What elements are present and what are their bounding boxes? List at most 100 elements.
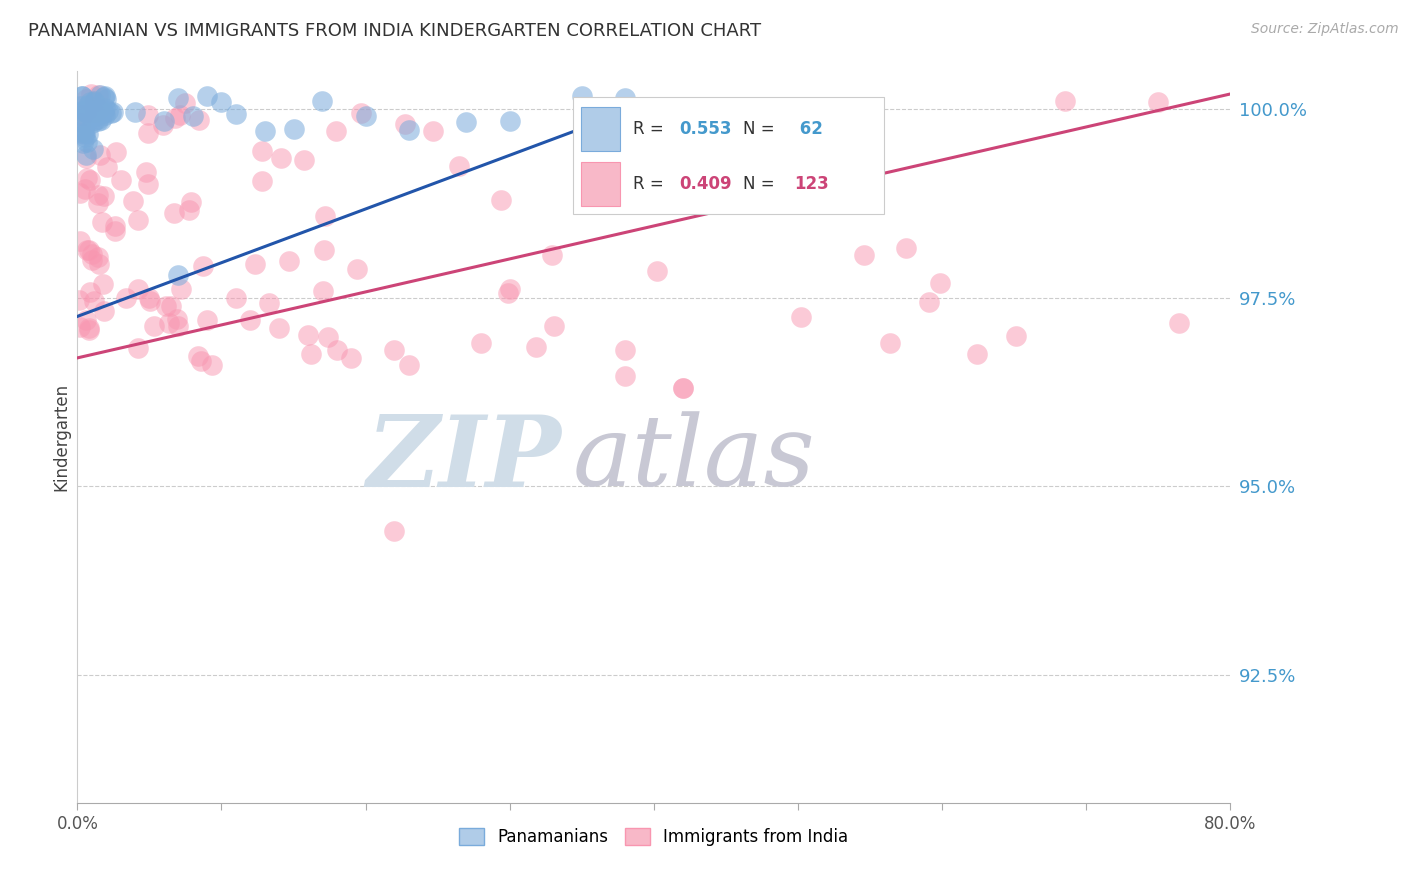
Point bbox=[138, 177, 160, 191]
Point bbox=[142, 318, 165, 333]
Point bbox=[398, 122, 420, 136]
FancyBboxPatch shape bbox=[574, 97, 884, 214]
Point bbox=[91, 277, 114, 292]
Point bbox=[174, 96, 197, 111]
Point bbox=[398, 359, 420, 373]
Point bbox=[80, 116, 103, 130]
Point bbox=[104, 219, 127, 233]
Point bbox=[499, 282, 522, 296]
Y-axis label: Kindergarten: Kindergarten bbox=[52, 383, 70, 491]
Text: N =: N = bbox=[742, 120, 779, 138]
Point bbox=[543, 319, 565, 334]
Point bbox=[76, 170, 98, 185]
Point bbox=[170, 282, 193, 296]
Point bbox=[70, 88, 93, 103]
Point bbox=[89, 87, 111, 102]
Point bbox=[201, 358, 224, 372]
Point bbox=[73, 128, 96, 142]
Point bbox=[929, 276, 952, 290]
Point bbox=[83, 94, 105, 108]
Point bbox=[153, 114, 174, 128]
Point bbox=[135, 165, 157, 179]
Point bbox=[83, 293, 105, 308]
Point bbox=[225, 291, 247, 305]
Point bbox=[83, 110, 105, 124]
Point bbox=[79, 285, 101, 300]
Point bbox=[449, 159, 471, 173]
Point bbox=[70, 116, 93, 130]
Point bbox=[69, 186, 91, 200]
Point bbox=[297, 328, 319, 343]
Point bbox=[167, 318, 190, 333]
Text: R =: R = bbox=[633, 120, 669, 138]
Point bbox=[79, 108, 101, 122]
Point bbox=[138, 126, 160, 140]
Point bbox=[1147, 95, 1170, 109]
Point bbox=[69, 99, 91, 113]
Point bbox=[250, 144, 273, 158]
Text: atlas: atlas bbox=[574, 411, 815, 507]
Point bbox=[104, 224, 127, 238]
Point bbox=[72, 116, 94, 130]
Point bbox=[84, 94, 107, 108]
Point bbox=[496, 286, 519, 301]
Point bbox=[79, 106, 101, 120]
Point bbox=[314, 209, 336, 223]
Point bbox=[79, 243, 101, 257]
Point bbox=[136, 108, 159, 122]
Point bbox=[167, 90, 190, 104]
Point bbox=[1005, 329, 1028, 343]
Point bbox=[83, 95, 105, 109]
Point bbox=[93, 105, 115, 120]
Text: 123: 123 bbox=[794, 175, 830, 193]
Point bbox=[100, 106, 122, 120]
Point bbox=[312, 284, 335, 298]
Point bbox=[84, 105, 107, 120]
Point bbox=[499, 114, 522, 128]
Point bbox=[243, 258, 266, 272]
Point bbox=[645, 264, 668, 278]
Point bbox=[382, 524, 406, 539]
Point bbox=[169, 108, 191, 122]
Point bbox=[259, 296, 281, 310]
Point bbox=[489, 193, 512, 207]
Point bbox=[80, 252, 103, 267]
Point bbox=[75, 312, 97, 326]
Point bbox=[79, 173, 101, 187]
Point bbox=[89, 102, 111, 116]
Point bbox=[138, 291, 160, 305]
Point bbox=[672, 381, 695, 395]
Point bbox=[87, 188, 110, 202]
Point bbox=[80, 87, 103, 102]
Point bbox=[157, 317, 180, 331]
Point bbox=[311, 94, 333, 108]
Text: N =: N = bbox=[742, 175, 779, 193]
Point bbox=[96, 160, 118, 174]
Point bbox=[382, 343, 406, 358]
Point bbox=[211, 95, 233, 109]
Point bbox=[87, 88, 110, 103]
Point bbox=[299, 347, 322, 361]
Point bbox=[72, 88, 94, 103]
Point bbox=[76, 243, 98, 257]
Point bbox=[879, 335, 901, 350]
Point bbox=[270, 151, 292, 165]
Point bbox=[87, 114, 110, 128]
Point bbox=[75, 152, 97, 166]
Point bbox=[69, 114, 91, 128]
Point bbox=[93, 188, 115, 202]
Point bbox=[80, 109, 103, 123]
FancyBboxPatch shape bbox=[581, 162, 620, 206]
Point bbox=[894, 241, 917, 255]
Point bbox=[672, 381, 695, 395]
Point bbox=[346, 261, 368, 276]
Point bbox=[239, 313, 262, 327]
Point bbox=[73, 103, 96, 118]
Point bbox=[72, 103, 94, 118]
Point bbox=[917, 294, 939, 309]
Text: 0.409: 0.409 bbox=[679, 175, 731, 193]
Point bbox=[69, 320, 91, 334]
Point bbox=[75, 105, 97, 120]
Point bbox=[394, 117, 416, 131]
FancyBboxPatch shape bbox=[581, 107, 620, 151]
